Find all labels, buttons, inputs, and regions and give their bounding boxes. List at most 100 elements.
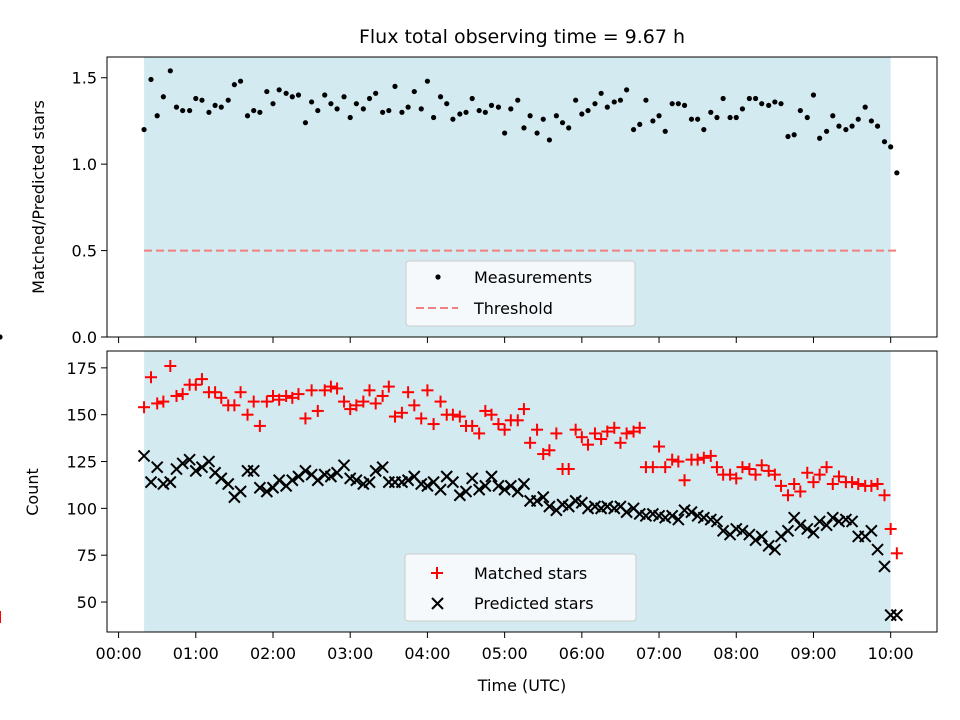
- predicted-star-point-b: [286, 474, 299, 487]
- predicted-star-point: [260, 485, 274, 498]
- matched-star-point: [138, 401, 151, 414]
- matched-star-point: [659, 461, 672, 474]
- predicted-star-point-b: [633, 507, 646, 521]
- predicted-star-point-b: [697, 511, 711, 524]
- measurement-point: [727, 114, 733, 121]
- matched-star-point: [299, 412, 312, 425]
- matched-star-point: [562, 463, 575, 476]
- predicted-star-point-b: [234, 485, 247, 498]
- matched-star-point: [479, 404, 492, 417]
- matched-star-point: [608, 421, 621, 434]
- bottom-legend-box: [404, 553, 637, 622]
- measurement-point: [418, 106, 424, 112]
- predicted-star-point: [137, 449, 151, 463]
- matched-star-point: [672, 455, 685, 468]
- predicted-star-point-b: [646, 507, 660, 521]
- bottom-x-tick-label: 07:00: [636, 644, 682, 663]
- matched-star-point: [402, 386, 415, 399]
- measurement-point: [643, 97, 649, 103]
- predicted-star-point: [189, 464, 202, 478]
- measurement-point: [476, 107, 482, 114]
- measurement-point: [450, 116, 456, 122]
- predicted-star-point: [755, 530, 768, 543]
- matched-star-point: [305, 384, 318, 397]
- predicted-star-point-b: [421, 479, 434, 493]
- bottom-y-ticks: 50 75 100 125 150 175: [66, 359, 107, 612]
- measurement-point: [244, 113, 251, 119]
- measurement-point: [778, 101, 784, 107]
- predicted-star-point-b: [504, 479, 518, 493]
- predicted-star-point: [517, 477, 531, 491]
- predicted-star-point: [485, 470, 498, 483]
- bottom-legend: Matched stars Predicted stars: [404, 553, 637, 622]
- measurement-point: [701, 126, 707, 133]
- predicted-star-point-b: [627, 502, 640, 515]
- measurement-point: [527, 113, 533, 119]
- predicted-star-point: [324, 470, 338, 483]
- matched-star-point: [511, 414, 524, 427]
- bottom-y-axis-label: Count: [23, 468, 42, 516]
- measurement-point: [399, 109, 405, 115]
- measurement-point: [309, 99, 315, 105]
- bottom-y-tick-label: 150: [66, 406, 97, 425]
- predicted-star-point-b: [588, 500, 602, 513]
- measurement-point: [251, 107, 257, 114]
- matched-star-point: [730, 472, 743, 485]
- predicted-star-point-b: [350, 474, 363, 487]
- measurement-point: [225, 97, 231, 103]
- predicted-star-point-b: [202, 455, 216, 468]
- measurement-point: [855, 116, 861, 122]
- measurement-point: [573, 97, 579, 103]
- predicted-star-point-b: [440, 470, 453, 483]
- predicted-star-point-b: [253, 481, 267, 494]
- predicted-star-point: [807, 526, 820, 539]
- predicted-star-point: [762, 539, 775, 553]
- measurement-point: [546, 137, 553, 143]
- predicted-star-point-b: [176, 457, 189, 470]
- measurement-point: [502, 130, 508, 136]
- measurement-point: [830, 113, 836, 119]
- matched-star-point: [427, 418, 440, 431]
- matched-star-point: [176, 388, 189, 401]
- matched-star-point: [550, 427, 563, 440]
- predicted-star-point: [465, 472, 479, 485]
- predicted-star-point-b: [189, 464, 202, 478]
- predicted-star-point: [253, 481, 267, 494]
- matched-star-point: [492, 418, 505, 431]
- predicted-star-point: [845, 515, 859, 528]
- matched-star-point: [736, 461, 749, 474]
- measurement-point: [752, 95, 759, 102]
- top-y-tick-label: 0.0: [72, 328, 97, 347]
- predicted-star-point-b: [807, 526, 820, 539]
- predicted-star-point-b: [492, 479, 505, 493]
- measurement-point: [482, 109, 488, 115]
- predicted-star-point-b: [556, 498, 569, 511]
- bottom-x-tick-label: 00:00: [96, 644, 142, 663]
- matched-star-point: [762, 464, 775, 477]
- predicted-star-point: [157, 477, 170, 491]
- predicted-star-point-b: [569, 494, 582, 508]
- predicted-star-point-b: [845, 515, 859, 528]
- matched-star-point: [253, 419, 266, 432]
- measurement-point: [193, 95, 199, 102]
- predicted-star-point-b: [446, 475, 460, 489]
- measurement-point: [810, 92, 817, 98]
- bottom-x-tick-label: 03:00: [327, 644, 373, 663]
- predicted-star-point-b: [871, 543, 884, 556]
- predicted-star-point-b: [755, 530, 768, 543]
- matched-star-point: [311, 404, 324, 417]
- matched-star-point: [697, 451, 710, 464]
- measurement-point: [868, 118, 874, 124]
- predicted-star-point: [716, 524, 730, 538]
- measurement-point: [598, 90, 604, 96]
- measurement-point: [0, 334, 3, 340]
- predicted-star-point: [222, 477, 235, 491]
- matched-star-point: [453, 410, 466, 423]
- matched-star-point: [820, 461, 833, 474]
- matched-star-point: [434, 395, 447, 408]
- matched-star-point: [228, 399, 241, 412]
- matched-star-point: [633, 421, 646, 434]
- predicted-star-point: [530, 494, 544, 508]
- measurement-point: [534, 130, 540, 136]
- predicted-star-point: [376, 460, 389, 474]
